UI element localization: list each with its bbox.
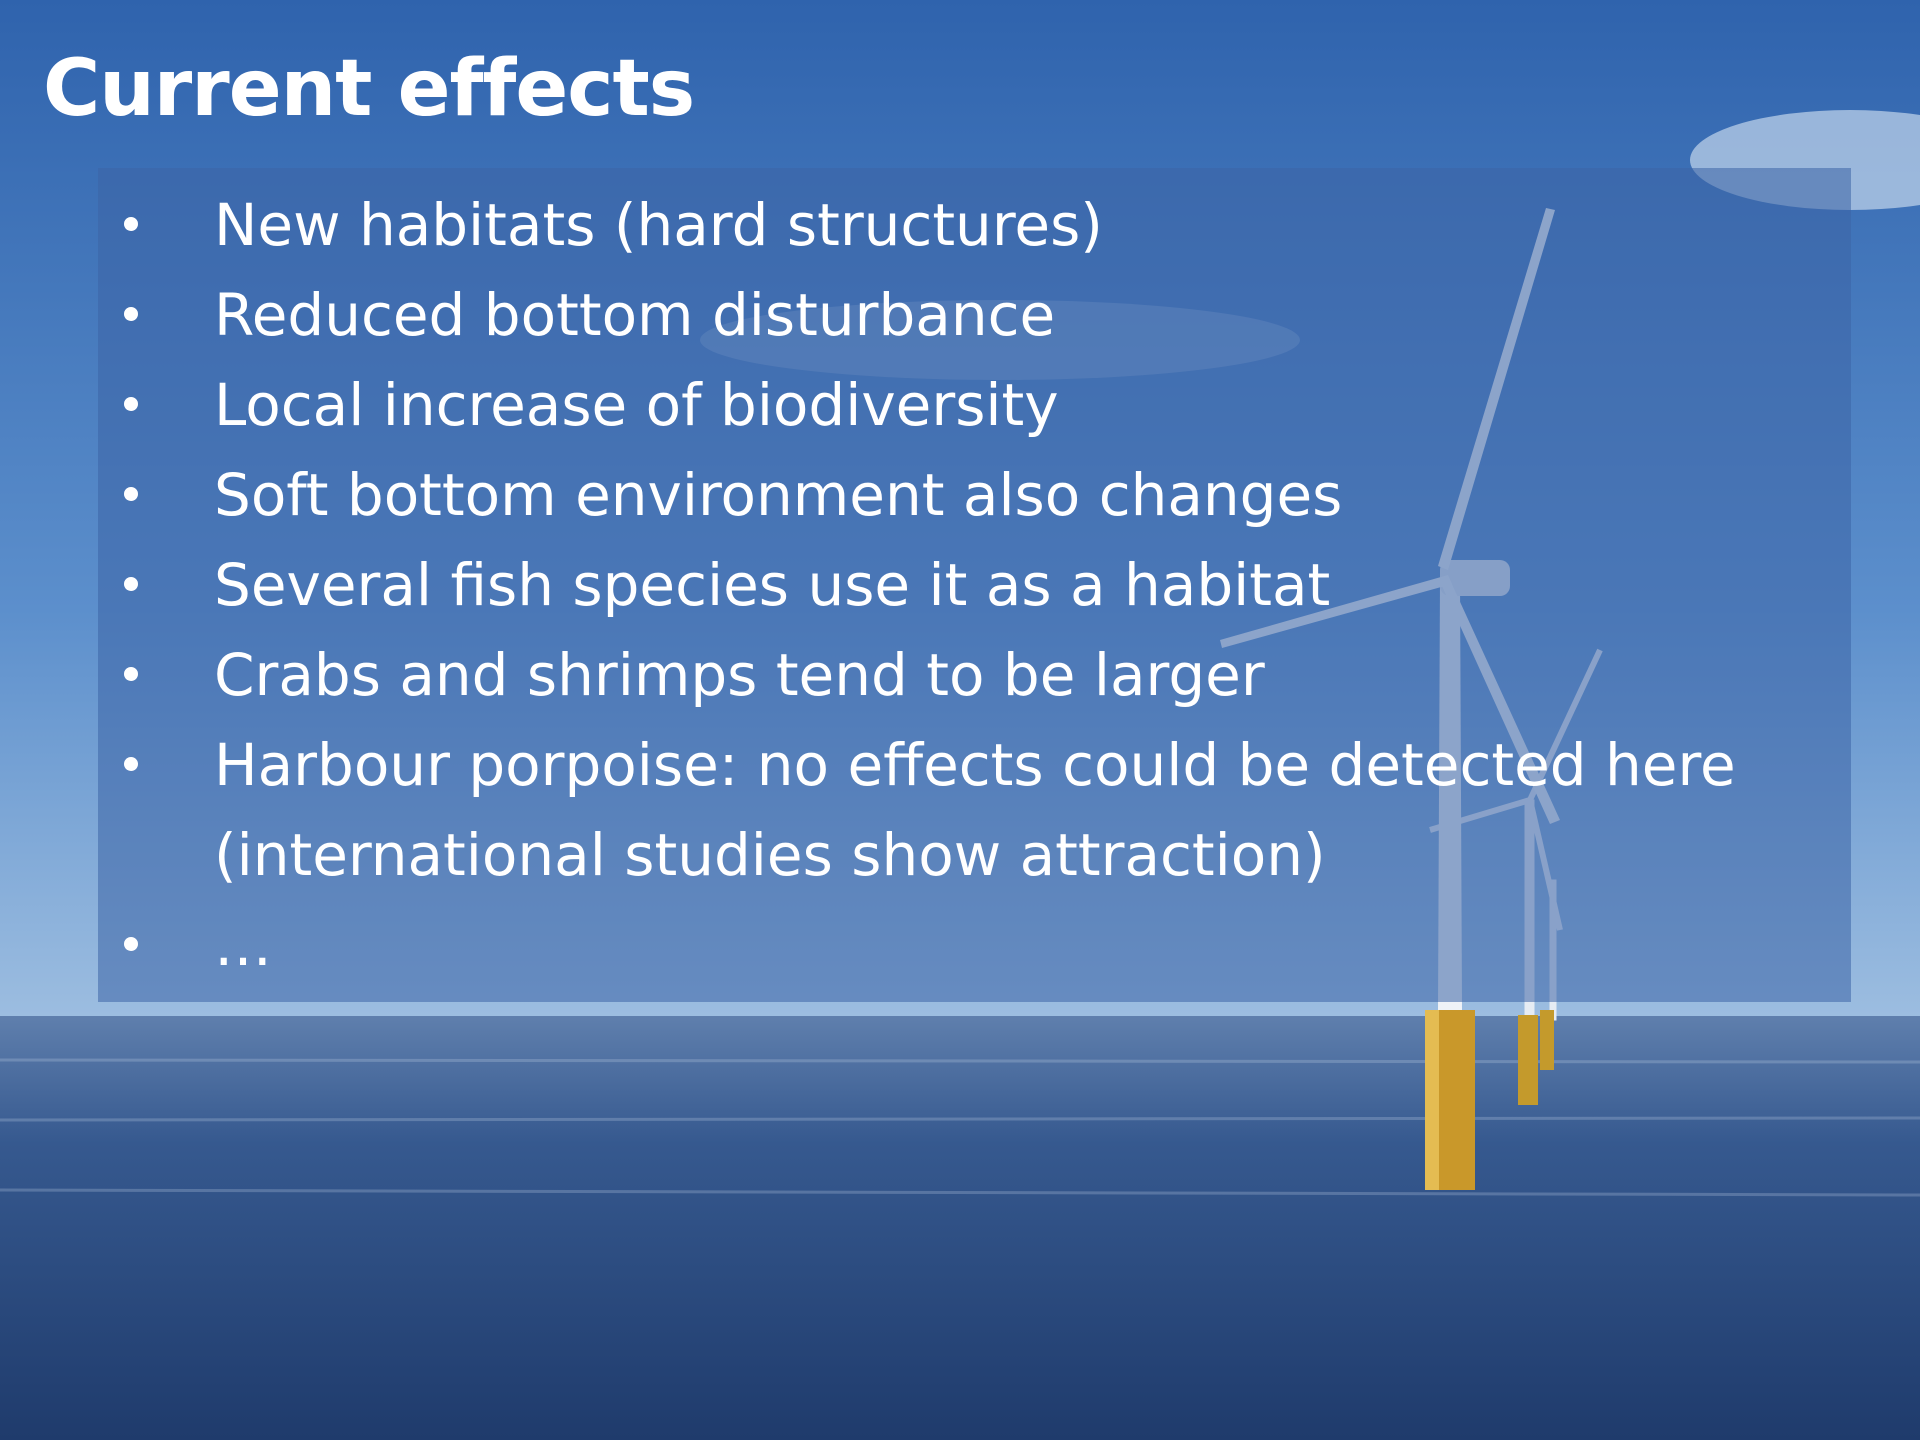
slide: Current effects New habitats (hard struc… <box>0 0 1920 1440</box>
bullet-text: Several fish species use it as a habitat <box>214 551 1330 619</box>
bullet-item: Crabs and shrimps tend to be larger <box>98 630 1838 720</box>
bullet-item: Several fish species use it as a habitat <box>98 540 1838 630</box>
bullet-item: Soft bottom environment also changes <box>98 450 1838 540</box>
bullet-list: New habitats (hard structures) Reduced bo… <box>98 180 1838 990</box>
bullet-dot <box>124 577 138 591</box>
bullet-item: … <box>98 900 1838 990</box>
bullet-item: Harbour porpoise: no effects could be de… <box>98 720 1838 900</box>
bullet-text: … <box>214 911 272 979</box>
bullet-dot <box>124 307 138 321</box>
bullet-text: Soft bottom environment also changes <box>214 461 1342 529</box>
bullet-dot <box>124 487 138 501</box>
bullet-item: Reduced bottom disturbance <box>98 270 1838 360</box>
bullet-text: Reduced bottom disturbance <box>214 281 1055 349</box>
bullet-dot <box>124 757 138 771</box>
bullet-text: Harbour porpoise: no effects could be de… <box>214 731 1736 889</box>
bullet-dot <box>124 667 138 681</box>
bullet-item: Local increase of biodiversity <box>98 360 1838 450</box>
bullet-text: New habitats (hard structures) <box>214 191 1103 259</box>
bullet-dot <box>124 217 138 231</box>
bullet-text: Crabs and shrimps tend to be larger <box>214 641 1265 709</box>
bullet-item: New habitats (hard structures) <box>98 180 1838 270</box>
bullet-dot <box>124 397 138 411</box>
bullet-dot <box>124 937 138 951</box>
slide-title: Current effects <box>43 44 694 134</box>
bullet-text: Local increase of biodiversity <box>214 371 1059 439</box>
